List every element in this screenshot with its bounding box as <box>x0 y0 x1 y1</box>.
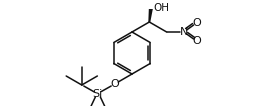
Text: O: O <box>110 79 119 89</box>
Text: O: O <box>192 18 201 28</box>
Polygon shape <box>148 9 153 22</box>
Text: OH: OH <box>153 3 169 13</box>
Text: N: N <box>180 27 188 37</box>
Text: Si: Si <box>92 89 102 99</box>
Text: O: O <box>192 36 201 46</box>
